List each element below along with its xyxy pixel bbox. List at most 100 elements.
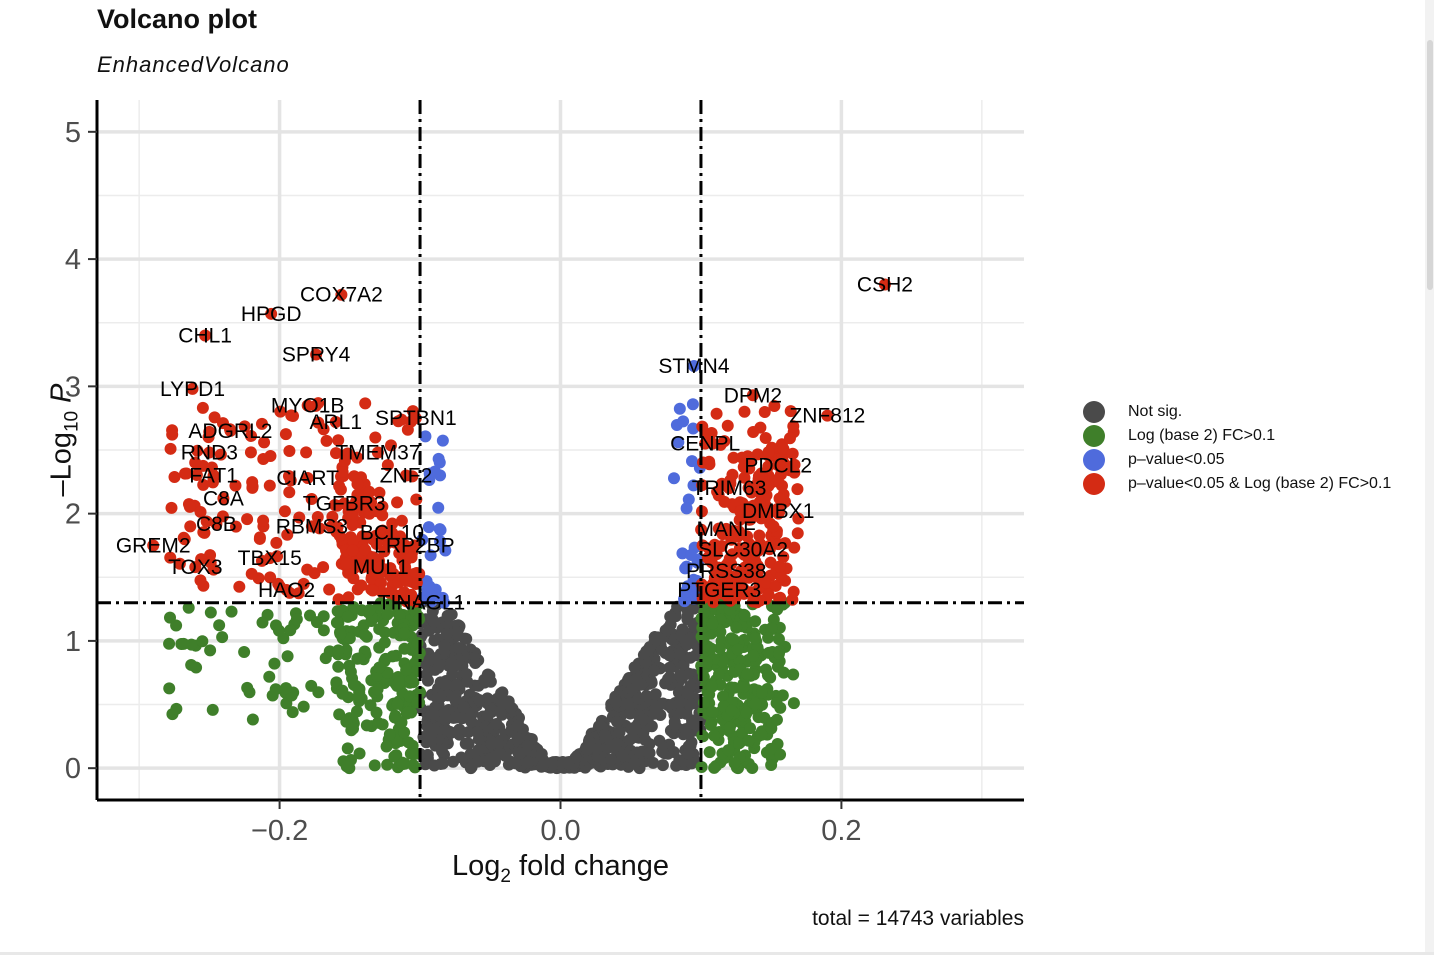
- data-point: [409, 747, 422, 760]
- data-point: [509, 757, 522, 770]
- legend-swatch: [1083, 401, 1105, 423]
- data-point: [351, 451, 364, 464]
- data-point: [485, 738, 498, 751]
- data-point: [697, 730, 710, 743]
- data-point: [293, 511, 306, 524]
- data-point: [792, 512, 805, 525]
- data-point: [736, 451, 749, 464]
- cutoff-lines: [97, 100, 1024, 800]
- gene-label: FAT1: [189, 464, 238, 487]
- gene-label: PRSS38: [686, 560, 767, 583]
- data-point: [664, 610, 677, 623]
- data-point: [686, 455, 699, 468]
- data-point: [305, 520, 318, 533]
- data-point: [388, 750, 401, 763]
- data-point: [393, 547, 406, 560]
- data-point: [189, 561, 202, 574]
- data-point: [775, 570, 788, 583]
- data-point: [283, 444, 296, 457]
- data-point: [788, 466, 801, 479]
- data-point: [741, 668, 754, 681]
- data-point: [246, 713, 259, 726]
- data-point: [713, 668, 726, 681]
- data-point: [710, 563, 723, 576]
- data-point: [783, 432, 796, 445]
- data-point: [697, 456, 710, 469]
- data-point: [207, 469, 220, 482]
- data-point: [280, 584, 293, 596]
- data-point: [511, 719, 524, 732]
- data-point: [708, 729, 721, 742]
- data-point: [395, 413, 408, 426]
- data-point: [346, 544, 359, 557]
- data-point: [742, 734, 755, 747]
- data-point: [667, 472, 680, 485]
- data-point: [642, 643, 655, 656]
- data-point: [489, 755, 502, 768]
- data-point: [186, 382, 199, 395]
- chart-title: Volcano plot: [97, 4, 257, 34]
- data-point: [746, 762, 759, 775]
- chart-subtitle: EnhancedVolcano: [97, 52, 290, 77]
- data-point: [432, 661, 445, 674]
- data-point: [400, 664, 413, 677]
- data-point: [628, 757, 641, 770]
- data-point: [194, 574, 207, 587]
- data-point: [401, 423, 414, 436]
- data-point: [613, 726, 626, 739]
- data-point: [272, 577, 285, 590]
- data-point: [663, 649, 676, 662]
- data-point: [749, 632, 762, 645]
- data-point: [522, 756, 535, 769]
- data-point: [704, 642, 717, 655]
- data-point: [749, 615, 762, 628]
- data-point: [170, 702, 183, 715]
- data-point: [334, 627, 347, 640]
- data-point: [687, 422, 700, 435]
- data-point: [720, 564, 733, 577]
- data-point: [182, 601, 195, 614]
- legend-label: Not sig.: [1128, 403, 1183, 420]
- data-point: [370, 706, 383, 719]
- data-point: [290, 613, 303, 626]
- data-point: [353, 747, 366, 760]
- data-point: [742, 481, 755, 494]
- data-point: [725, 533, 738, 546]
- data-point: [473, 693, 486, 706]
- y-tick-label: 3: [65, 371, 81, 403]
- data-point: [472, 744, 485, 757]
- data-point: [744, 722, 757, 735]
- data-point: [704, 719, 717, 732]
- data-point: [330, 447, 343, 460]
- data-point: [763, 543, 776, 556]
- data-point: [225, 605, 238, 618]
- data-point: [878, 278, 891, 291]
- data-point: [747, 426, 760, 439]
- data-point: [723, 721, 736, 734]
- data-point: [457, 701, 470, 714]
- data-point: [335, 288, 348, 301]
- data-point: [268, 657, 281, 670]
- data-point: [257, 452, 270, 465]
- data-point: [773, 560, 786, 573]
- data-point: [265, 307, 278, 320]
- data-point: [710, 407, 723, 420]
- data-point: [740, 706, 753, 719]
- data-point: [765, 759, 778, 772]
- data-point: [269, 683, 282, 696]
- data-point: [770, 713, 783, 726]
- y-tick-label: 4: [65, 244, 81, 276]
- data-point: [384, 439, 397, 452]
- data-point: [356, 530, 369, 543]
- data-point: [707, 596, 720, 609]
- data-point: [216, 417, 229, 430]
- data-point: [178, 533, 191, 546]
- data-point: [194, 505, 207, 518]
- data-point: [471, 755, 484, 768]
- data-point: [512, 732, 525, 745]
- data-point: [410, 493, 423, 506]
- data-point: [343, 632, 356, 645]
- scrollbar-thumb[interactable]: [1427, 40, 1433, 290]
- y-tick-label: 1: [65, 626, 81, 658]
- vertical-scrollbar[interactable]: [1425, 0, 1434, 955]
